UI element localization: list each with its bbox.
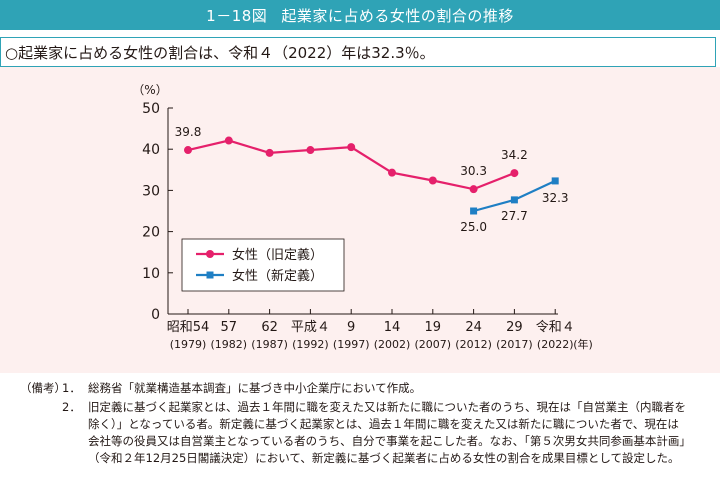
data-point-marker [306,146,315,155]
x-tick-year-label: (1992) [292,338,329,351]
y-tick-label: 30 [142,183,160,199]
data-point-marker [470,207,478,215]
note-number: 2． [62,400,81,414]
x-tick-label: 19 [425,320,442,335]
x-tick-year-label: (2022) [537,338,574,351]
legend-marker [206,271,214,279]
y-tick-label: 0 [151,307,160,323]
figure-title-bar: 1－18図 起業家に占める女性の割合の推移 [0,0,720,30]
data-point-marker [224,136,233,145]
y-tick-label: 20 [142,225,160,241]
x-tick-label: 62 [261,320,278,335]
legend-marker [206,250,214,258]
data-point-marker [347,143,356,152]
figure-title: 起業家に占める女性の割合の推移 [281,6,514,25]
x-tick-year-label: (1979) [170,338,207,351]
figure-number: 1－18図 [206,6,268,25]
x-tick-label: 24 [465,320,482,335]
data-label: 39.8 [175,125,202,139]
x-tick-year-label: (2012) [455,338,492,351]
data-label: 34.2 [501,148,528,162]
x-tick-year-label: (2017) [496,338,533,351]
y-tick-label: 10 [142,266,160,282]
data-point-marker [551,177,559,185]
x-tick-label: 昭和54 [167,320,210,335]
legend-box [181,238,345,292]
x-tick-label: 57 [221,320,238,335]
chart-panel: 0 10 20 30 40 50 （%） 昭和54 (1979) 57 (1982) 62 (1987)… [0,67,720,373]
x-tick-label: 14 [384,320,401,335]
data-label: 25.0 [460,220,487,234]
line-chart: 0 10 20 30 40 50 （%） 昭和54 (1979) 57 (1982) 62 (1987)… [132,83,593,351]
note-text: 旧定義に基づく起業家とは、過去１年間に職を変えた又は新たに職についた者のうち、現… [88,400,686,465]
x-tick-label: 平成４ [291,320,330,335]
data-point-marker [265,148,274,157]
summary-box: ○起業家に占める女性の割合は、令和４（2022）年は32.3％。 [0,37,716,67]
data-point-marker [510,196,518,204]
notes-head: （備考） [20,381,66,395]
note-number: 1． [62,381,81,395]
data-label: 27.7 [501,209,528,223]
x-tick-label: 9 [347,320,355,335]
x-tick-label: 令和４ [536,320,575,335]
legend-label: 女性（新定義） [232,268,323,284]
x-tick-label: 29 [506,320,523,335]
x-tick-year-label: (1997) [333,338,370,351]
x-tick-year-label: (2002) [374,338,411,351]
data-point-marker [388,168,396,177]
summary-text: ○起業家に占める女性の割合は、令和４（2022）年は32.3％。 [5,43,435,62]
x-tick-year-label: (1987) [251,338,288,351]
x-unit-label: (年) [573,337,593,351]
data-point-marker [469,185,478,194]
data-label: 30.3 [460,164,487,178]
data-point-marker [184,146,192,155]
data-point-marker [510,169,519,178]
data-point-marker [428,176,437,185]
y-tick-label: 50 [142,101,160,117]
x-tick-year-label: (1982) [211,338,248,351]
data-label: 32.3 [542,191,569,205]
y-unit-label: （%） [132,83,167,97]
x-tick-year-label: (2007) [415,338,452,351]
note-text: 総務省「就業構造基本調査」に基づき中小企業庁において作成。 [88,381,422,395]
legend-label: 女性（旧定義） [232,247,323,263]
y-tick-label: 40 [142,142,160,158]
